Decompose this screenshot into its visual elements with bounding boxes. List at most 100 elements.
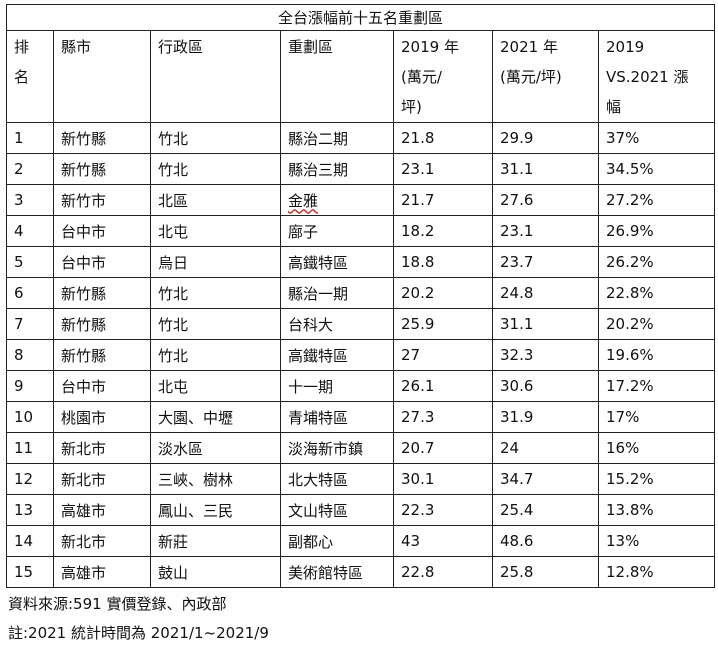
cell-y2021: 23.7 bbox=[492, 246, 599, 278]
cell-district: 烏日 bbox=[150, 246, 281, 278]
cell-zone: 金雅 bbox=[280, 184, 394, 216]
cell-change: 19.6% bbox=[597, 339, 716, 371]
cell-change: 12.8% bbox=[597, 556, 716, 588]
source-note: 資料來源:591 實價登錄、內政部 bbox=[8, 595, 227, 613]
cell-rank: 3 bbox=[6, 184, 54, 216]
table-body: 1 新竹縣 竹北 縣治二期 21.8 29.9 37% 2 新竹縣 竹北 縣治三期 23.1 31.1 3… bbox=[6, 122, 716, 588]
cell-zone: 美術館特區 bbox=[280, 556, 394, 588]
table-title: 全台漲幅前十五名重劃區 bbox=[5, 4, 716, 31]
ranking-table: 全台漲幅前十五名重劃區 排 名 縣市 行政區 重劃區 2019 年 (萬元/ 坪… bbox=[5, 4, 716, 588]
header-change: 2019 VS.2021 漲 幅 bbox=[597, 30, 716, 123]
cell-rank: 12 bbox=[6, 463, 54, 495]
table-row: 7 新竹縣 竹北 台科大 25.9 31.1 20.2% bbox=[6, 308, 716, 340]
cell-y2021: 34.7 bbox=[492, 463, 599, 495]
cell-county: 新竹縣 bbox=[53, 153, 151, 185]
cell-y2019: 27.3 bbox=[393, 401, 493, 433]
cell-district: 竹北 bbox=[150, 153, 281, 185]
cell-district: 大園、中壢 bbox=[150, 401, 281, 433]
table-row: 14 新北市 新莊 副都心 43 48.6 13% bbox=[6, 525, 716, 557]
cell-change: 16% bbox=[597, 432, 716, 464]
cell-rank: 5 bbox=[6, 246, 54, 278]
cell-y2019: 20.2 bbox=[393, 277, 493, 309]
cell-rank: 4 bbox=[6, 215, 54, 247]
cell-y2021: 25.4 bbox=[492, 494, 599, 526]
header-2021: 2021 年 (萬元/坪) bbox=[492, 30, 599, 123]
cell-district: 竹北 bbox=[150, 339, 281, 371]
cell-county: 台中市 bbox=[53, 215, 151, 247]
cell-district: 淡水區 bbox=[150, 432, 281, 464]
table-row: 1 新竹縣 竹北 縣治二期 21.8 29.9 37% bbox=[6, 122, 716, 154]
header-2021-line-2: (萬元/坪) bbox=[500, 68, 562, 86]
header-county: 縣市 bbox=[53, 30, 151, 123]
cell-y2021: 31.9 bbox=[492, 401, 599, 433]
cell-y2021: 32.3 bbox=[492, 339, 599, 371]
cell-zone: 廍子 bbox=[280, 215, 394, 247]
cell-y2019: 22.8 bbox=[393, 556, 493, 588]
cell-y2021: 23.1 bbox=[492, 215, 599, 247]
header-2019-line-1: 2019 年 bbox=[401, 38, 459, 56]
cell-y2019: 43 bbox=[393, 525, 493, 557]
header-rank-line-2: 名 bbox=[14, 68, 30, 86]
cell-y2021: 27.6 bbox=[492, 184, 599, 216]
cell-change: 26.9% bbox=[597, 215, 716, 247]
cell-county: 新竹縣 bbox=[53, 339, 151, 371]
cell-district: 竹北 bbox=[150, 277, 281, 309]
cell-rank: 10 bbox=[6, 401, 54, 433]
table-row: 2 新竹縣 竹北 縣治三期 23.1 31.1 34.5% bbox=[6, 153, 716, 185]
cell-y2021: 24 bbox=[492, 432, 599, 464]
table-row: 5 台中市 烏日 高鐵特區 18.8 23.7 26.2% bbox=[6, 246, 716, 278]
cell-zone: 文山特區 bbox=[280, 494, 394, 526]
cell-rank: 2 bbox=[6, 153, 54, 185]
cell-rank: 6 bbox=[6, 277, 54, 309]
cell-district: 竹北 bbox=[150, 122, 281, 154]
header-district: 行政區 bbox=[150, 30, 281, 123]
cell-district: 三峽、樹林 bbox=[150, 463, 281, 495]
cell-county: 新竹縣 bbox=[53, 122, 151, 154]
cell-y2019: 23.1 bbox=[393, 153, 493, 185]
cell-y2019: 30.1 bbox=[393, 463, 493, 495]
cell-zone: 青埔特區 bbox=[280, 401, 394, 433]
cell-rank: 13 bbox=[6, 494, 54, 526]
table-row: 15 高雄市 鼓山 美術館特區 22.8 25.8 12.8% bbox=[6, 556, 716, 588]
cell-y2021: 48.6 bbox=[492, 525, 599, 557]
cell-zone: 淡海新市鎮 bbox=[280, 432, 394, 464]
table-row: 4 台中市 北屯 廍子 18.2 23.1 26.9% bbox=[6, 215, 716, 247]
header-rank: 排 名 bbox=[6, 30, 54, 123]
cell-change: 37% bbox=[597, 122, 716, 154]
cell-county: 新竹縣 bbox=[53, 308, 151, 340]
cell-zone: 高鐵特區 bbox=[280, 339, 394, 371]
cell-change: 20.2% bbox=[597, 308, 716, 340]
cell-rank: 11 bbox=[6, 432, 54, 464]
cell-change: 13% bbox=[597, 525, 716, 557]
cell-zone: 北大特區 bbox=[280, 463, 394, 495]
cell-y2019: 27 bbox=[393, 339, 493, 371]
table-row: 6 新竹縣 竹北 縣治一期 20.2 24.8 22.8% bbox=[6, 277, 716, 309]
header-2019: 2019 年 (萬元/ 坪) bbox=[393, 30, 493, 123]
table-row: 10 桃園市 大園、中壢 青埔特區 27.3 31.9 17% bbox=[6, 401, 716, 433]
cell-y2019: 20.7 bbox=[393, 432, 493, 464]
cell-change: 27.2% bbox=[597, 184, 716, 216]
cell-y2019: 18.8 bbox=[393, 246, 493, 278]
cell-y2021: 31.1 bbox=[492, 308, 599, 340]
cell-rank: 7 bbox=[6, 308, 54, 340]
cell-zone: 十一期 bbox=[280, 370, 394, 402]
cell-y2019: 21.7 bbox=[393, 184, 493, 216]
cell-district: 鳳山、三民 bbox=[150, 494, 281, 526]
cell-county: 新竹市 bbox=[53, 184, 151, 216]
header-rank-line-1: 排 bbox=[14, 38, 30, 56]
cell-county: 台中市 bbox=[53, 370, 151, 402]
table-row: 12 新北市 三峽、樹林 北大特區 30.1 34.7 15.2% bbox=[6, 463, 716, 495]
cell-y2019: 22.3 bbox=[393, 494, 493, 526]
table-row: 13 高雄市 鳳山、三民 文山特區 22.3 25.4 13.8% bbox=[6, 494, 716, 526]
cell-change: 17.2% bbox=[597, 370, 716, 402]
cell-y2021: 30.6 bbox=[492, 370, 599, 402]
cell-y2021: 29.9 bbox=[492, 122, 599, 154]
cell-county: 新北市 bbox=[53, 432, 151, 464]
header-row: 排 名 縣市 行政區 重劃區 2019 年 (萬元/ 坪) 2021 年 (萬元… bbox=[6, 30, 716, 123]
cell-county: 桃園市 bbox=[53, 401, 151, 433]
header-2021-line-1: 2021 年 bbox=[500, 38, 558, 56]
table-row: 8 新竹縣 竹北 高鐵特區 27 32.3 19.6% bbox=[6, 339, 716, 371]
header-change-line-3: 幅 bbox=[606, 98, 622, 116]
cell-county: 新北市 bbox=[53, 463, 151, 495]
